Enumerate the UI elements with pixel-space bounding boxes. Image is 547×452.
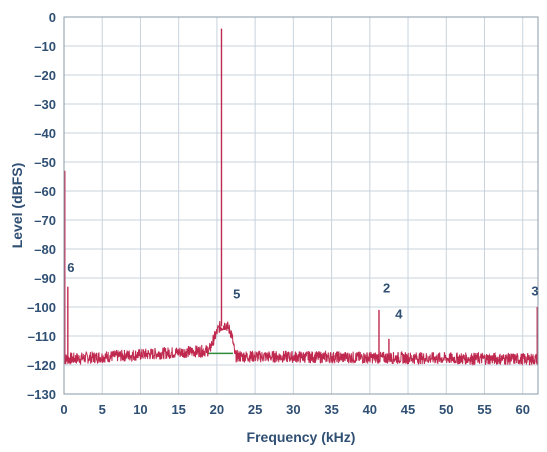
y-tick-label: –100 [27, 300, 56, 315]
peak-label: 4 [395, 307, 403, 322]
plot-frame [63, 16, 539, 395]
y-tick-label: 0 [49, 10, 56, 25]
y-tick-label: –30 [34, 97, 56, 112]
y-tick-label: –120 [27, 358, 56, 373]
y-tick-label: –50 [34, 155, 56, 170]
x-tick-label: 30 [286, 402, 300, 417]
x-tick-label: 50 [439, 402, 453, 417]
peak-label: 6 [67, 260, 74, 275]
spectrum-trace [63, 320, 539, 366]
x-tick-label: 10 [133, 402, 147, 417]
y-tick-label: –90 [34, 271, 56, 286]
x-tick-label: 20 [210, 402, 224, 417]
y-tick-label: –80 [34, 242, 56, 257]
x-tick-label: 5 [99, 402, 106, 417]
x-tick-label: 45 [401, 402, 415, 417]
y-tick-label: –40 [34, 126, 56, 141]
y-tick-label: –130 [27, 387, 56, 402]
y-tick-label: –60 [34, 184, 56, 199]
peak-label: 2 [383, 281, 390, 296]
x-tick-labels: 0 5 10 15 20 25 30 35 40 45 50 55 60 [60, 402, 530, 417]
y-tick-label: –70 [34, 213, 56, 228]
y-tick-labels: 0 –10 –20 –30 –40 –50 –60 –70 –80 –90 –100 –110 –120… [27, 10, 56, 402]
x-tick-label: 35 [324, 402, 338, 417]
x-tick-label: 0 [60, 402, 67, 417]
y-tick-label: –20 [34, 68, 56, 83]
x-tick-label: 55 [477, 402, 491, 417]
y-axis-title: Level (dBFS) [9, 163, 25, 249]
peak-label: 3 [531, 283, 538, 298]
x-tick-label: 25 [248, 402, 262, 417]
x-tick-label: 40 [363, 402, 377, 417]
x-axis-title: Frequency (kHz) [247, 429, 356, 445]
peak-annotations: 6 5 24 3 [67, 260, 538, 321]
y-tick-label: –110 [28, 329, 56, 344]
peak-label: 5 [233, 286, 240, 301]
grid [63, 16, 538, 395]
x-tick-label: 60 [515, 402, 529, 417]
x-tick-label: 15 [171, 402, 185, 417]
series-layer [63, 28, 539, 366]
y-tick-label: –10 [34, 39, 56, 54]
